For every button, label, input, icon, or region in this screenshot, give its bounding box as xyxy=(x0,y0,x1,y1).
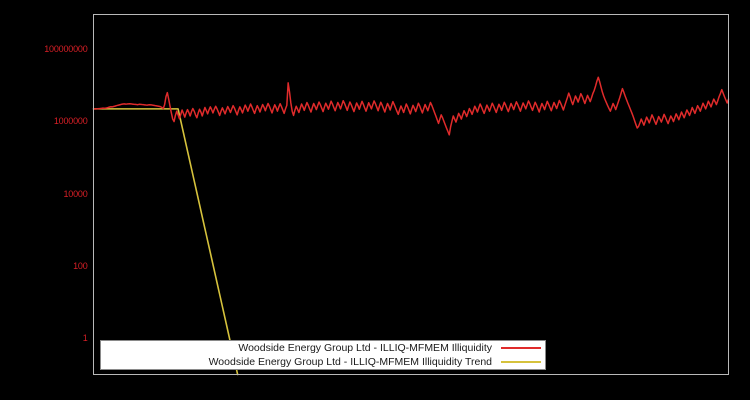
legend-item-illiquidity: Woodside Energy Group Ltd - ILLIQ-MFMEM … xyxy=(101,341,545,355)
y-axis-tick-label: 100 xyxy=(73,260,88,271)
legend-label-illiquidity: Woodside Energy Group Ltd - ILLIQ-MFMEM … xyxy=(238,342,492,354)
series-trend xyxy=(92,108,239,376)
legend-swatch-illiquidity xyxy=(501,347,541,349)
plot-area-frame xyxy=(93,14,729,375)
legend-label-illiquidity-trend: Woodside Energy Group Ltd - ILLIQ-MFMEM … xyxy=(208,356,492,368)
y-axis-tick-label: 1000000 xyxy=(53,116,88,127)
legend-item-illiquidity-trend: Woodside Energy Group Ltd - ILLIQ-MFMEM … xyxy=(101,355,545,369)
chart-legend: Woodside Energy Group Ltd - ILLIQ-MFMEM … xyxy=(100,340,546,370)
y-axis-tick-label: 100000000 xyxy=(44,44,88,54)
y-axis-tick-label: 1 xyxy=(82,333,88,343)
y-axis-tick-label: 10000 xyxy=(63,188,88,199)
legend-swatch-illiquidity-trend xyxy=(501,361,541,363)
series-illiquidity xyxy=(92,76,730,136)
